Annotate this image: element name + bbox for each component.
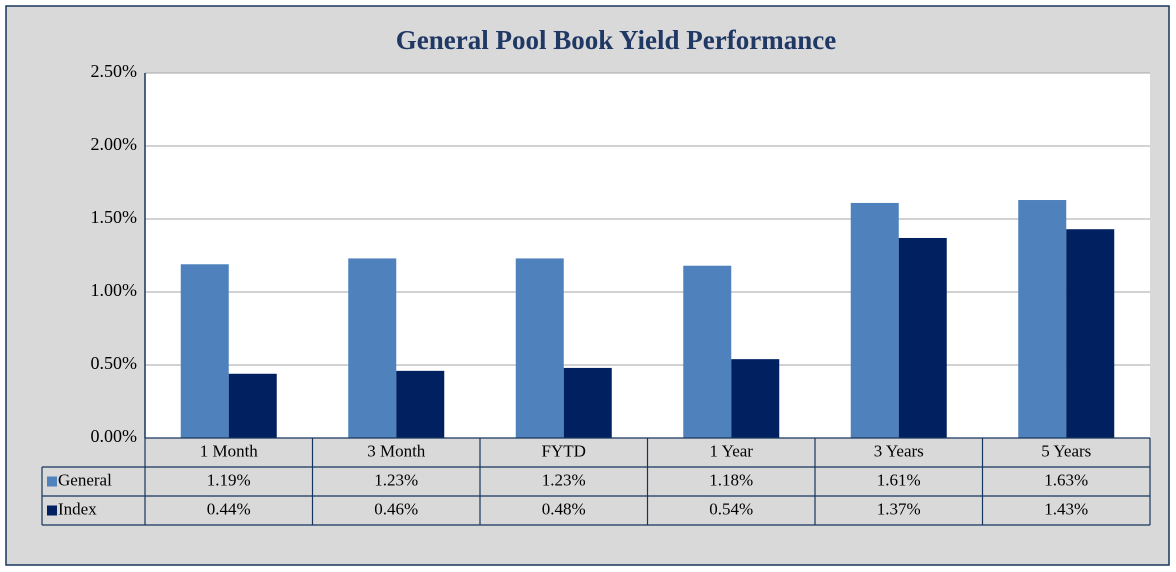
table-value: 1.61%: [877, 470, 921, 489]
bar: [898, 237, 947, 438]
plot-area: [145, 73, 1150, 438]
y-tick-label: 2.00%: [91, 134, 138, 154]
bar: [1018, 200, 1067, 438]
legend-label: General: [58, 470, 112, 489]
y-tick-label: 0.00%: [91, 426, 138, 446]
x-tick-label: 3 Month: [367, 441, 426, 460]
bar: [850, 202, 899, 438]
table-value: 1.23%: [542, 470, 586, 489]
bar: [515, 258, 564, 438]
table-value: 0.44%: [207, 499, 251, 518]
bar: [1066, 229, 1115, 438]
bar: [228, 373, 277, 438]
table-value: 1.43%: [1044, 499, 1088, 518]
bar: [180, 264, 229, 438]
y-tick-label: 1.00%: [91, 280, 138, 300]
legend-swatch: [47, 476, 57, 487]
legend-label: Index: [58, 499, 97, 518]
table-value: 0.48%: [542, 499, 586, 518]
table-value: 1.18%: [709, 470, 753, 489]
y-tick-label: 2.50%: [91, 61, 138, 81]
table-value: 1.19%: [207, 470, 251, 489]
bar: [396, 370, 445, 438]
bar: [563, 367, 612, 438]
table-value: 0.46%: [374, 499, 418, 518]
x-tick-label: 1 Year: [710, 441, 754, 460]
table-value: 1.23%: [374, 470, 418, 489]
bar: [348, 258, 397, 438]
x-tick-label: 1 Month: [200, 441, 259, 460]
bar: [731, 359, 780, 438]
chart-title: General Pool Book Yield Performance: [396, 25, 836, 55]
table-value: 0.54%: [709, 499, 753, 518]
x-tick-label: 3 Years: [874, 441, 924, 460]
y-tick-label: 1.50%: [91, 207, 138, 227]
table-value: 1.63%: [1044, 470, 1088, 489]
x-tick-label: FYTD: [542, 441, 586, 460]
bar: [683, 265, 732, 438]
legend-swatch: [47, 505, 57, 516]
table-value: 1.37%: [877, 499, 921, 518]
x-tick-label: 5 Years: [1041, 441, 1091, 460]
y-tick-label: 0.50%: [91, 353, 138, 373]
